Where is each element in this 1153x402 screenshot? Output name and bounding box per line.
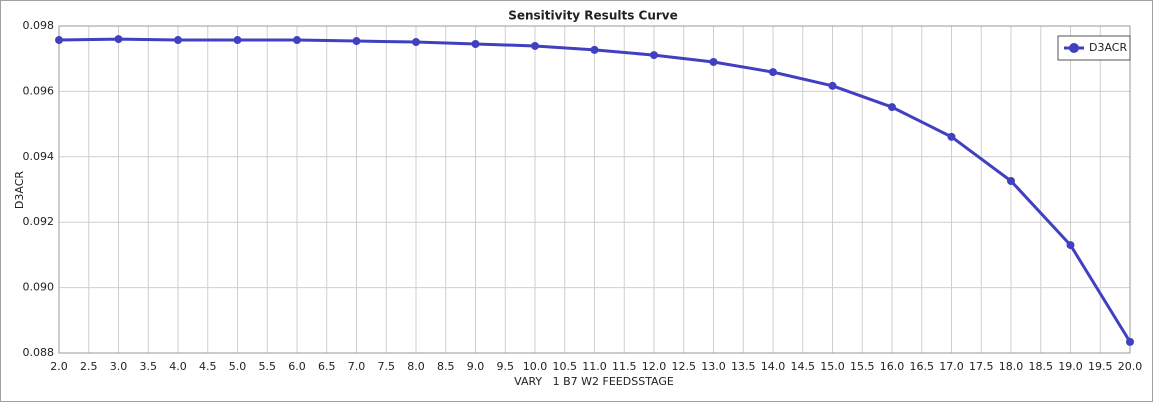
y-tick-label: 0.088: [23, 346, 55, 359]
data-point: [531, 41, 539, 50]
x-tick-label: 9.5: [497, 360, 515, 373]
x-tick-label: 17.0: [939, 360, 964, 373]
x-tick-label: 5.0: [229, 360, 247, 373]
x-tick-label: 18.5: [1029, 360, 1054, 373]
x-tick-label: 13.5: [731, 360, 756, 373]
data-point: [709, 57, 718, 66]
data-point: [828, 81, 837, 90]
data-point: [55, 36, 63, 45]
x-tick-label: 13.0: [701, 360, 726, 373]
data-point: [888, 103, 896, 112]
x-tick-label: 7.5: [378, 360, 396, 373]
x-tick-label: 15.0: [820, 360, 845, 373]
x-tick-label: 19.0: [1058, 360, 1083, 373]
data-point: [233, 36, 242, 45]
x-tick-label: 10.5: [553, 360, 578, 373]
x-tick-label: 16.0: [880, 360, 905, 373]
x-tick-label: 2.0: [50, 360, 68, 373]
x-tick-label: 12.5: [672, 360, 697, 373]
data-point: [412, 38, 420, 47]
data-point: [650, 51, 658, 60]
legend-label: D3ACR: [1089, 41, 1127, 54]
data-point: [1126, 337, 1134, 346]
data-point: [352, 37, 361, 46]
x-tick-label: 19.5: [1088, 360, 1113, 373]
y-tick-label: 0.098: [23, 19, 55, 32]
y-tick-label: 0.094: [23, 150, 55, 163]
x-tick-label: 15.5: [850, 360, 875, 373]
x-tick-label: 9.0: [467, 360, 485, 373]
x-axis-label: VARY 1 B7 W2 FEEDSSTAGE: [514, 375, 674, 388]
data-point: [1007, 176, 1015, 185]
y-tick-label: 0.092: [23, 215, 55, 228]
x-tick-label: 14.0: [761, 360, 786, 373]
x-tick-label: 14.5: [791, 360, 816, 373]
data-point: [293, 36, 301, 45]
chart-title: Sensitivity Results Curve: [508, 9, 678, 23]
x-tick-label: 8.5: [437, 360, 455, 373]
data-point: [590, 45, 599, 54]
y-tick-label: 0.090: [23, 281, 55, 294]
x-tick-label: 18.0: [999, 360, 1024, 373]
x-tick-label: 10.0: [523, 360, 548, 373]
x-tick-label: 7.0: [348, 360, 366, 373]
data-point: [1066, 241, 1075, 250]
data-point: [471, 39, 480, 48]
x-tick-label: 17.5: [969, 360, 994, 373]
x-tick-label: 20.0: [1118, 360, 1143, 373]
x-tick-label: 3.5: [140, 360, 158, 373]
x-tick-label: 4.0: [169, 360, 187, 373]
x-tick-label: 12.0: [642, 360, 667, 373]
x-tick-label: 2.5: [80, 360, 98, 373]
data-point: [947, 132, 956, 141]
x-tick-label: 3.0: [110, 360, 128, 373]
legend-marker: [1069, 43, 1079, 53]
x-tick-label: 16.5: [910, 360, 935, 373]
x-tick-label: 6.0: [288, 360, 306, 373]
data-point: [769, 68, 777, 77]
plot-border: [58, 25, 1131, 354]
x-tick-label: 6.5: [318, 360, 336, 373]
x-tick-label: 5.5: [259, 360, 277, 373]
y-tick-label: 0.096: [23, 84, 55, 97]
data-point: [114, 35, 123, 44]
x-tick-label: 11.0: [582, 360, 607, 373]
data-point: [174, 36, 182, 45]
y-axis-label: D3ACR: [13, 171, 26, 209]
x-tick-label: 8.0: [407, 360, 425, 373]
x-tick-label: 4.5: [199, 360, 217, 373]
x-tick-label: 11.5: [612, 360, 637, 373]
